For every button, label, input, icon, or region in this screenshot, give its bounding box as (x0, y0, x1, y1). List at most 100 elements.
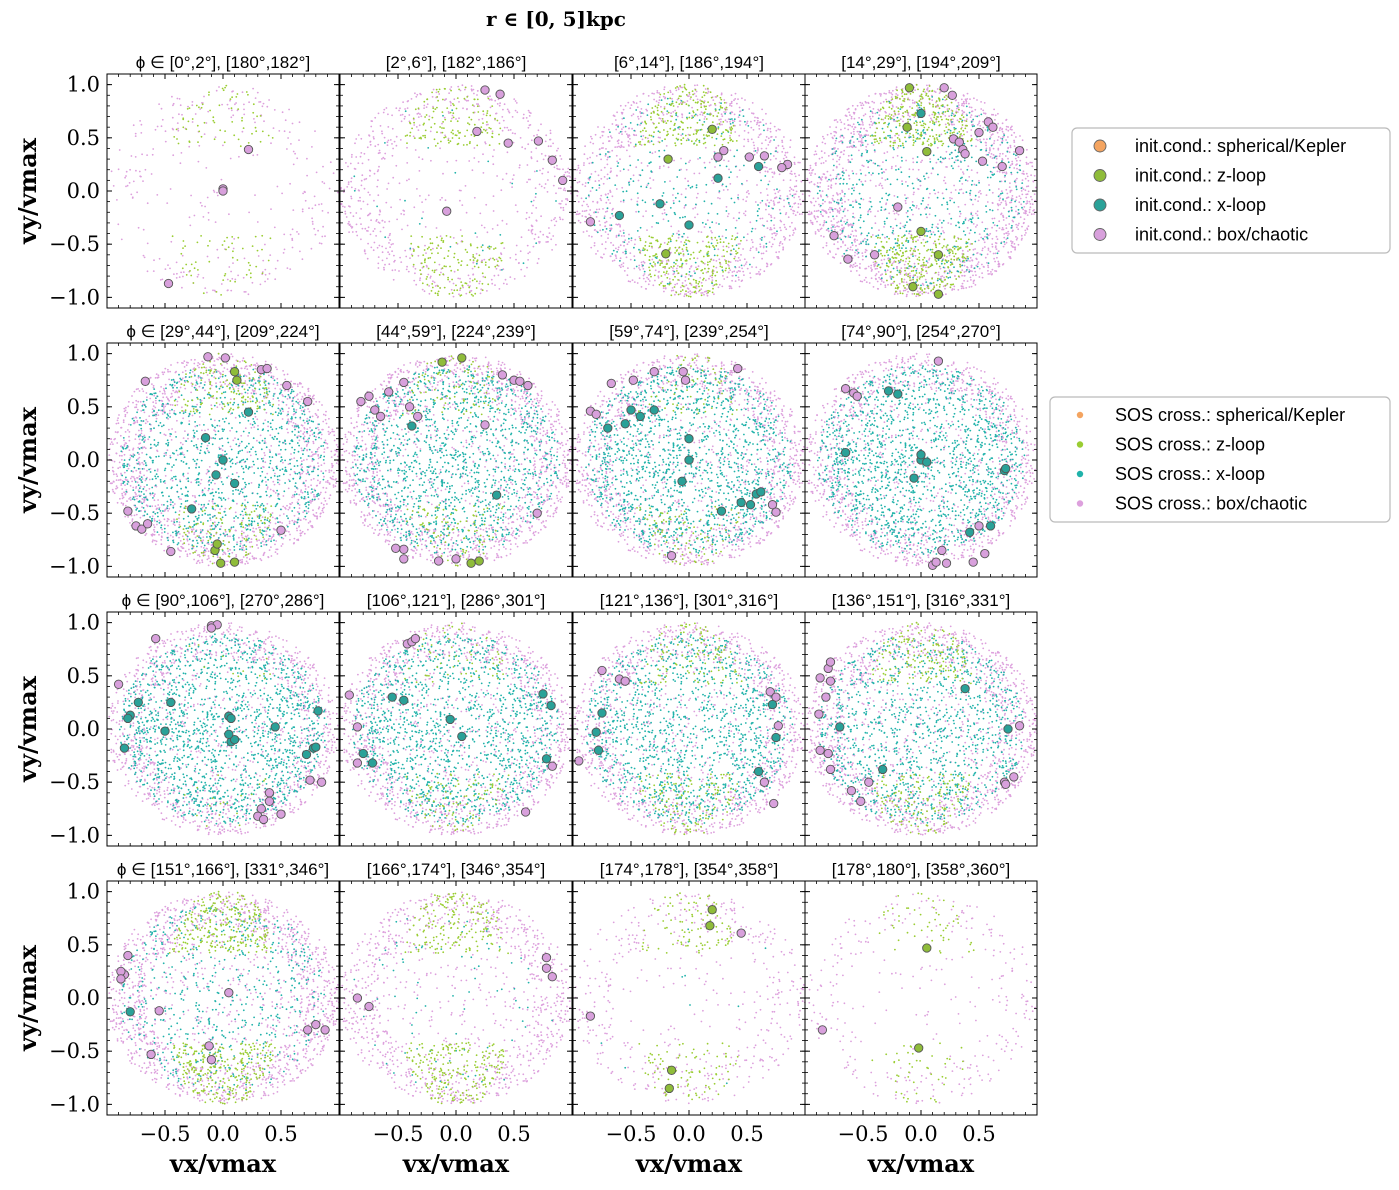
sos-point-box (553, 219, 555, 221)
sos-point-box (388, 242, 390, 244)
sos-point-box (387, 113, 389, 115)
sos-point-box (415, 268, 417, 270)
sos-point-box (124, 177, 126, 179)
sos-point-box (347, 223, 349, 225)
sos-point-box (483, 172, 485, 174)
sos-point-box (221, 283, 223, 285)
panel-1: ϕ ∈ [0°,2°], [180°,182°]1.00.50.0−0.5−1.… (13, 53, 339, 309)
sos-point-box (474, 197, 476, 199)
sos-point-box (344, 206, 346, 208)
sos-point-box (318, 204, 320, 206)
sos-point-box (350, 181, 352, 183)
sos-point-box (176, 273, 178, 275)
sos-point-box (385, 202, 387, 204)
sos-point-box (524, 148, 526, 150)
y-tick-label: 1.0 (67, 73, 100, 97)
sos-point-z (216, 291, 218, 293)
sos-point-box (512, 116, 514, 118)
sos-point-box (378, 267, 380, 269)
sos-point-box (520, 250, 522, 252)
sos-point-z (255, 130, 257, 132)
sos-point-box (369, 175, 371, 177)
sos-point-box (537, 262, 539, 264)
sos-point-z (208, 94, 210, 96)
sos-point-box (145, 169, 147, 171)
sos-point-box (282, 111, 284, 113)
sos-point-box (547, 191, 549, 193)
sos-point-box (391, 244, 393, 246)
sos-point-box (230, 271, 232, 273)
sos-point-box (135, 156, 137, 158)
sos-point-box (460, 90, 462, 92)
sos-point-box (451, 118, 453, 120)
sos-point-z (235, 96, 237, 98)
sos-point-box (380, 125, 382, 127)
sos-point-box (550, 145, 552, 147)
sos-point-box (362, 228, 364, 230)
sos-point-box (262, 105, 264, 107)
sos-point-box (393, 255, 395, 257)
sos-point-box (527, 120, 529, 122)
sos-point-box (367, 204, 369, 206)
sos-point-box (354, 142, 356, 144)
sos-point-box (377, 247, 379, 249)
init-markers (164, 145, 252, 287)
sos-point-box (472, 169, 474, 171)
sos-point-box (555, 221, 557, 223)
sos-point-box (375, 235, 377, 237)
sos-point-box (367, 243, 369, 245)
sos-point-box (346, 186, 348, 188)
sos-point-box (561, 158, 563, 160)
sos-point-box (469, 278, 471, 280)
sos-point-box (383, 112, 385, 114)
sos-point-box (383, 267, 385, 269)
sos-point-z (256, 115, 258, 117)
sos-point-box (205, 167, 207, 169)
sos-point-box (231, 109, 233, 111)
sos-point-box (404, 118, 406, 120)
sos-point-box (550, 132, 552, 134)
sos-point-box (385, 248, 387, 250)
sos-point-box (496, 258, 498, 260)
sos-point-box (351, 187, 353, 189)
sos-point-box (382, 157, 384, 159)
sos-point-z (241, 117, 243, 119)
sos-point-box (557, 168, 559, 170)
sos-point-box (242, 91, 244, 93)
sos-point-box (179, 276, 181, 278)
sos-point-box (355, 156, 357, 158)
sos-point-box (126, 171, 128, 173)
sos-point-box (324, 235, 326, 237)
sos-point-box (406, 147, 408, 149)
sos-point-box (429, 277, 431, 279)
sos-point-box (361, 174, 363, 176)
sos-point-box (181, 287, 183, 289)
sos-point-box (176, 262, 178, 264)
sos-point-box (181, 114, 183, 116)
sos-point-z (246, 91, 248, 93)
sos-point-box (499, 288, 501, 290)
sos-point-box (422, 289, 424, 291)
sos-point-box (322, 210, 324, 212)
sos-point-box (227, 290, 229, 292)
sos-point-box (243, 104, 245, 106)
sos-point-box (533, 246, 535, 248)
sos-point-box (343, 189, 345, 191)
sos-point-box (285, 119, 287, 121)
sos-point-box (548, 145, 550, 147)
sos-point-box (352, 231, 354, 233)
sos-point-box (230, 290, 232, 292)
sos-point-z (204, 122, 206, 124)
sos-point-box (407, 101, 409, 103)
sos-point-box (377, 194, 379, 196)
sos-point-box (505, 279, 507, 281)
sos-point-box (351, 227, 353, 229)
sos-point-box (432, 96, 434, 98)
sos-point-box (504, 103, 506, 105)
sos-point-box (427, 274, 429, 276)
sos-point-box (227, 104, 229, 106)
sos-point-box (136, 191, 138, 193)
sos-point-box (384, 264, 386, 266)
sos-point-box (509, 276, 511, 278)
sos-point-box (383, 227, 385, 229)
